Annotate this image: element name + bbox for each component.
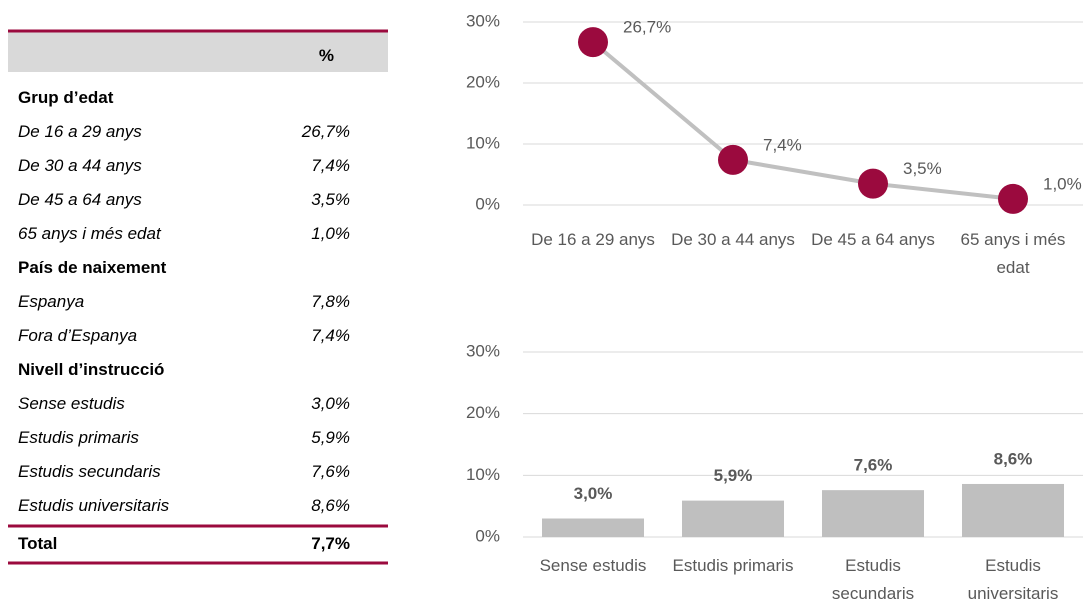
- total-label: Total: [18, 534, 58, 553]
- x-tick-label: Estudis universitaris: [967, 556, 1059, 602]
- y-tick-label: 10%: [466, 465, 500, 484]
- bar: [822, 490, 924, 537]
- table-header-band: [8, 30, 388, 72]
- data-label: 7,4%: [763, 135, 802, 154]
- table-row: Estudis secundaris 7,6%: [18, 456, 358, 488]
- data-label: 3,0%: [574, 484, 613, 503]
- bar: [962, 483, 1064, 537]
- bar: [542, 518, 644, 537]
- row-label: Estudis universitaris: [18, 496, 170, 515]
- table-header-cell: %: [318, 46, 334, 65]
- row-label: 65 anys i més edat: [18, 224, 161, 243]
- row-value: 1,0%: [311, 224, 350, 243]
- y-tick-label: 0%: [475, 526, 500, 545]
- x-tick-label: De 30 a 44 anys: [671, 230, 795, 249]
- x-tick-label: De 45 a 64 anys: [811, 230, 935, 249]
- marker: [858, 168, 888, 199]
- marker: [718, 144, 748, 175]
- data-label: 8,6%: [994, 449, 1033, 468]
- data-label: 7,6%: [854, 456, 893, 475]
- x-tick-label: 65 anys i més edat: [960, 230, 1066, 277]
- y-tick-label: 0%: [475, 194, 500, 213]
- row-label: De 45 a 64 anys: [18, 190, 142, 209]
- row-value: 3,0%: [311, 394, 350, 413]
- row-value: 7,4%: [311, 326, 350, 345]
- row-label: De 16 a 29 anys: [18, 122, 142, 141]
- row-value: 7,6%: [311, 462, 350, 481]
- data-label: 3,5%: [903, 159, 942, 178]
- section-title: País de naixement: [18, 258, 167, 277]
- y-tick-label: 30%: [466, 341, 500, 360]
- row-label: De 30 a 44 anys: [18, 156, 142, 175]
- table-row: De 16 a 29 anys 26,7%: [18, 116, 358, 148]
- table-row: Sense estudis 3,0%: [18, 388, 358, 420]
- table-row: Estudis primaris 5,9%: [18, 422, 358, 454]
- data-label: 5,9%: [714, 466, 753, 485]
- section-title: Nivell d’instrucció: [18, 360, 165, 379]
- row-value: 7,4%: [311, 156, 350, 175]
- y-tick-label: 30%: [466, 11, 500, 30]
- marker: [998, 183, 1028, 214]
- y-tick-label: 20%: [466, 72, 500, 91]
- table-row: De 30 a 44 anys 7,4%: [18, 150, 358, 182]
- data-label: 1,0%: [1043, 174, 1082, 193]
- table-row: Espanya 7,8%: [18, 286, 358, 318]
- row-label: Espanya: [18, 292, 85, 311]
- row-label: Sense estudis: [18, 394, 125, 413]
- y-tick-label: 10%: [466, 133, 500, 152]
- bar: [682, 500, 784, 537]
- row-label: Estudis secundaris: [18, 462, 161, 481]
- row-value: 7,8%: [311, 292, 350, 311]
- marker: [578, 27, 608, 58]
- table-row: Fora d’Espanya 7,4%: [18, 320, 358, 352]
- line: [591, 40, 1014, 201]
- row-value: 26,7%: [301, 122, 350, 141]
- table-row: 65 anys i més edat 1,0%: [18, 218, 358, 250]
- x-tick-label: Sense estudis: [539, 556, 647, 575]
- total-value: 7,7%: [311, 534, 350, 553]
- section-title: Grup d’edat: [18, 88, 114, 107]
- row-value: 3,5%: [311, 190, 350, 209]
- x-tick-label: Estudis primaris: [672, 556, 794, 575]
- table-row: Estudis universitaris 8,6%: [18, 490, 358, 522]
- data-label: 26,7%: [623, 18, 671, 37]
- y-tick-label: 20%: [466, 403, 500, 422]
- row-value: 5,9%: [311, 428, 350, 447]
- table-row: De 45 a 64 anys 3,5%: [18, 184, 358, 216]
- x-tick-label: De 16 a 29 anys: [531, 230, 655, 249]
- x-tick-label: Estudis secundaris: [831, 556, 915, 602]
- row-value: 8,6%: [311, 496, 350, 515]
- total-row: Total 7,7%: [18, 528, 358, 560]
- row-label: Estudis primaris: [18, 428, 139, 447]
- row-label: Fora d’Espanya: [18, 326, 138, 345]
- table-header: %: [18, 40, 358, 72]
